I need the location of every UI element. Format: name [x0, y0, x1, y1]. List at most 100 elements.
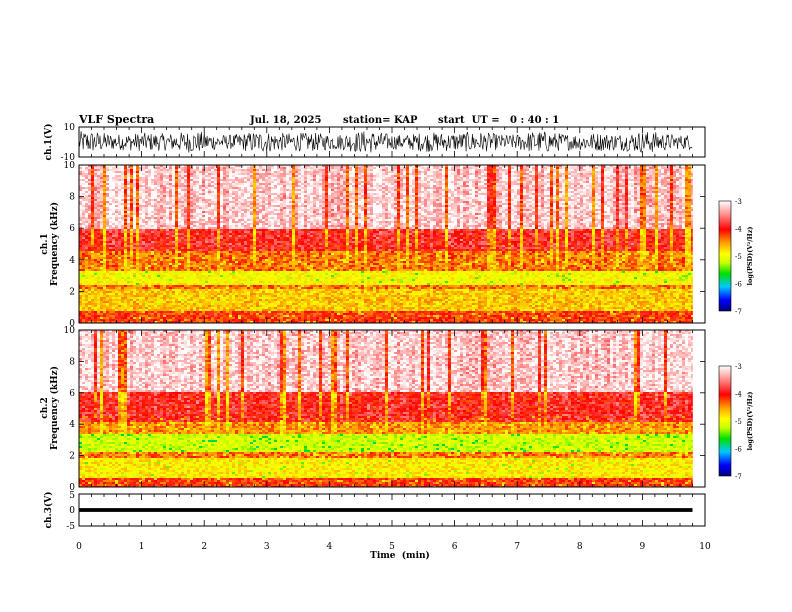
spectrogram-cell — [223, 259, 227, 262]
spectrogram-cell — [181, 207, 185, 210]
spectrogram-cell — [94, 229, 98, 232]
spectrogram-cell — [151, 299, 155, 302]
spectrogram-cell — [193, 193, 197, 196]
spectrogram-cell — [223, 167, 227, 170]
spectrogram-cell — [202, 205, 206, 208]
spectrogram-cell — [190, 227, 194, 230]
spectrogram-cell — [79, 251, 83, 254]
spectrogram-cell — [157, 247, 161, 250]
spectrogram-cell — [199, 269, 203, 272]
spectrogram-cell — [100, 287, 104, 290]
spectrogram-cell — [100, 321, 104, 324]
spectrogram-cell — [145, 177, 149, 180]
spectrogram-cell — [79, 225, 83, 228]
spectrogram-cell — [109, 201, 113, 204]
spectrogram-cell — [130, 285, 134, 288]
spectrogram-cell — [265, 213, 269, 216]
spectrogram-cell — [154, 265, 158, 268]
spectrogram-cell — [193, 167, 197, 170]
spectrogram-cell — [121, 321, 125, 324]
spectrogram-cell — [97, 257, 101, 260]
spectrogram-cell — [163, 297, 167, 300]
spectrogram-cell — [262, 199, 266, 202]
spectrogram-cell — [178, 289, 182, 292]
spectrogram-cell — [124, 219, 128, 222]
spectrogram-cell — [244, 217, 248, 220]
spectrogram-cell — [94, 287, 98, 290]
spectrogram-cell — [202, 317, 206, 320]
spectrogram-cell — [166, 205, 170, 208]
spectrogram-cell — [136, 301, 140, 304]
spectrogram-cell — [148, 319, 152, 322]
spectrogram-cell — [118, 257, 122, 260]
spectrogram-cell — [172, 255, 176, 258]
spectrogram-cell — [163, 211, 167, 214]
spectrogram-cell — [226, 199, 230, 202]
spectrogram-cell — [133, 233, 137, 236]
spectrogram-cell — [190, 187, 194, 190]
spectrogram-cell — [193, 309, 197, 312]
spectrogram-cell — [100, 293, 104, 296]
spectrogram-cell — [175, 269, 179, 272]
spectrogram-cell — [220, 171, 224, 174]
spectrogram-cell — [232, 215, 236, 218]
spectrogram-cell — [199, 273, 203, 276]
spectrogram-cell — [253, 205, 257, 208]
spectrogram-cell — [256, 253, 260, 256]
spectrogram-cell — [217, 265, 221, 268]
spectrogram-cell — [250, 281, 254, 284]
spectrogram-cell — [214, 263, 218, 266]
spectrogram-cell — [169, 189, 173, 192]
spectrogram-cell — [193, 227, 197, 230]
spectrogram-cell — [178, 307, 182, 310]
spectrogram-cell — [259, 279, 263, 282]
spectrogram-cell — [97, 265, 101, 268]
spectrogram-cell — [139, 289, 143, 292]
spectrogram-cell — [121, 247, 125, 250]
spectrogram-cell — [202, 261, 206, 264]
spectrogram-cell — [112, 273, 116, 276]
spectrogram-cell — [94, 221, 98, 224]
spectrogram-cell — [175, 279, 179, 282]
spectrogram-cell — [235, 213, 239, 216]
spectrogram-cell — [121, 315, 125, 318]
spectrogram-cell — [247, 285, 251, 288]
spectrogram-cell — [100, 169, 104, 172]
spectrogram-cell — [181, 311, 185, 314]
spectrogram-cell — [217, 289, 221, 292]
spectrogram-cell — [178, 287, 182, 290]
spectrogram-cell — [97, 289, 101, 292]
spectrogram-cell — [178, 283, 182, 286]
spectrogram-cell — [202, 249, 206, 252]
spectrogram-cell — [115, 219, 119, 222]
spectrogram-cell — [139, 257, 143, 260]
spectrogram-cell — [94, 293, 98, 296]
spectrogram-cell — [100, 239, 104, 242]
spectrogram-cell — [94, 277, 98, 280]
spectrogram-cell — [148, 261, 152, 264]
spectrogram-cell — [145, 283, 149, 286]
spectrogram-cell — [187, 235, 191, 238]
spectrogram-cell — [265, 277, 269, 280]
spectrogram-cell — [202, 201, 206, 204]
spectrogram-cell — [148, 227, 152, 230]
spectrogram-cell — [133, 287, 137, 290]
spectrogram-cell — [178, 243, 182, 246]
spectrogram-cell — [220, 317, 224, 320]
spectrogram-cell — [193, 239, 197, 242]
spectrogram-cell — [259, 227, 263, 230]
spectrogram-cell — [106, 177, 110, 180]
spectrogram-cell — [118, 195, 122, 198]
spectrogram-cell — [235, 247, 239, 250]
spectrogram-cell — [82, 211, 86, 214]
spectrogram-cell — [175, 243, 179, 246]
spectrogram-cell — [178, 221, 182, 224]
spectrogram-cell — [247, 191, 251, 194]
spectrogram-cell — [100, 249, 104, 252]
spectrogram-cell — [238, 311, 242, 314]
spectrogram-cell — [238, 299, 242, 302]
spectrogram-cell — [211, 243, 215, 246]
spectrogram-cell — [226, 205, 230, 208]
spectrogram-cell — [127, 169, 131, 172]
spectrogram-cell — [91, 173, 95, 176]
